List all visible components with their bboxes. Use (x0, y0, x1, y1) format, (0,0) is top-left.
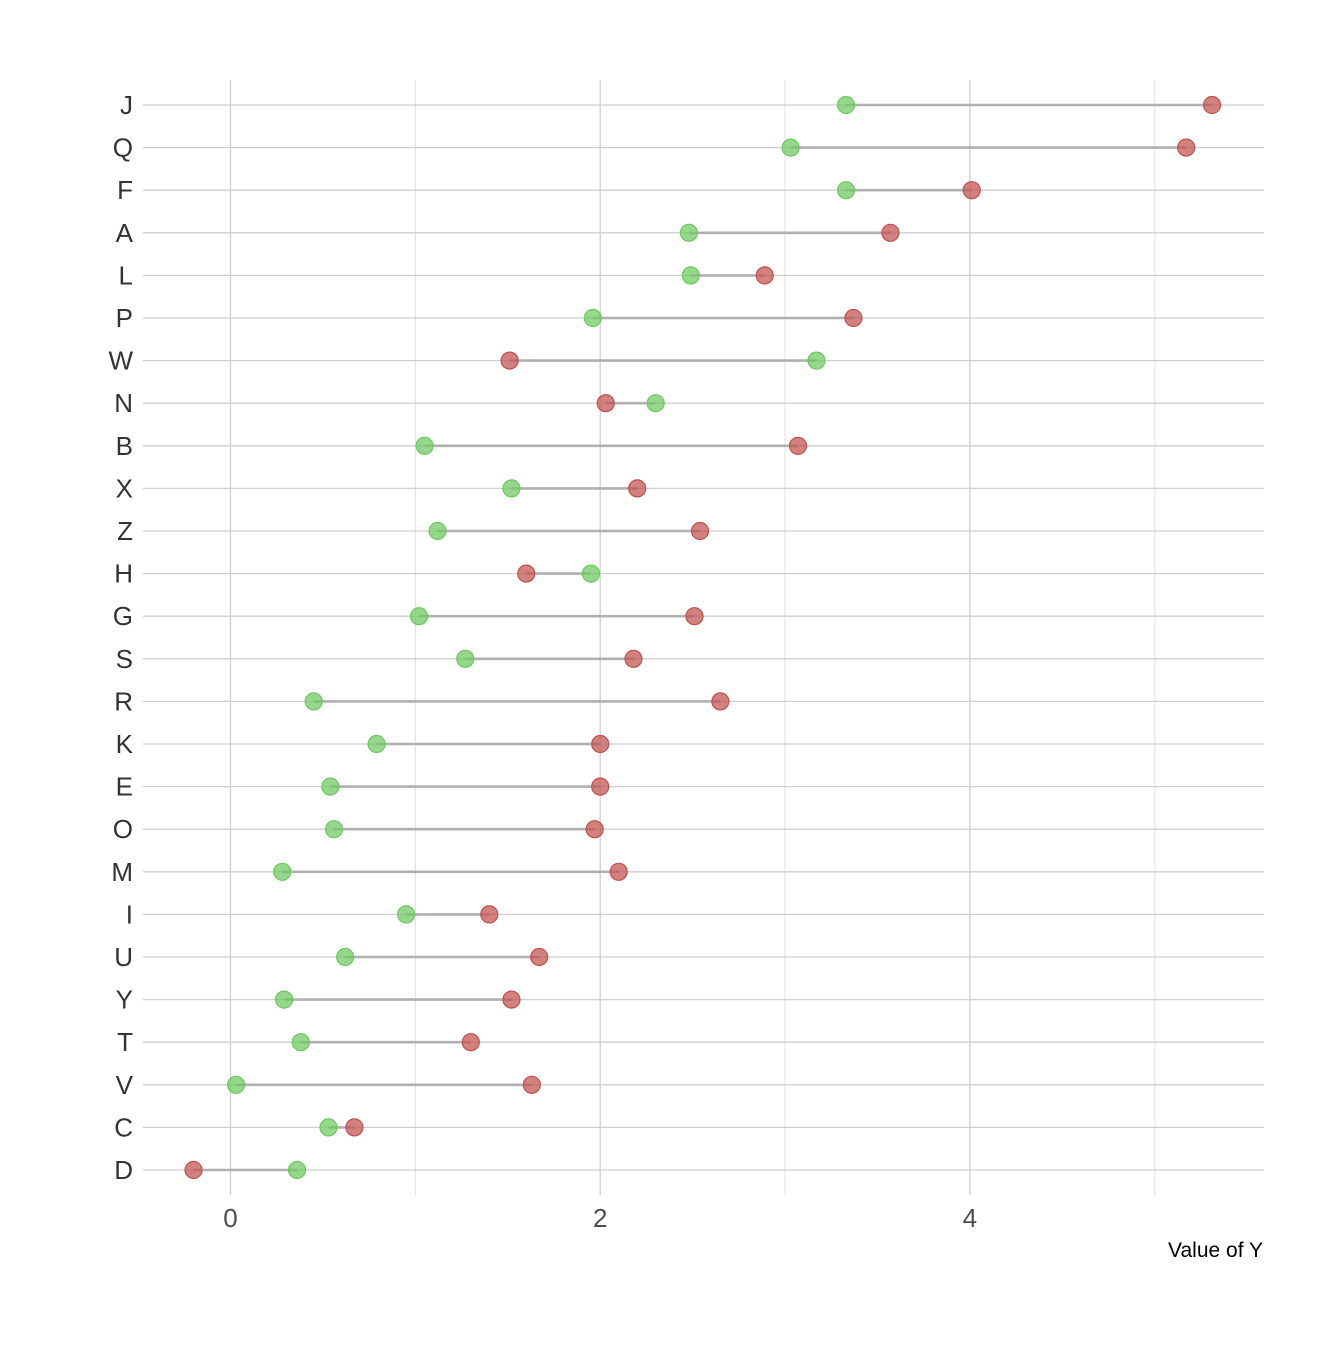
point-green-M (273, 862, 292, 881)
point-red-H (517, 564, 536, 583)
category-label-Y: Y (116, 985, 133, 1015)
category-label-W: W (108, 346, 133, 376)
category-label-I: I (126, 899, 133, 929)
point-red-J (1202, 95, 1222, 115)
category-label-V: V (116, 1070, 134, 1100)
point-red-U (530, 947, 549, 967)
point-green-C (319, 1118, 338, 1137)
x-tick-label: 4 (963, 1203, 977, 1233)
point-green-N (646, 394, 665, 413)
point-green-G (409, 607, 429, 626)
point-red-N (596, 394, 615, 413)
point-green-R (304, 692, 323, 711)
point-green-T (291, 1033, 310, 1052)
point-green-J (836, 95, 856, 115)
point-red-F (962, 181, 981, 200)
point-green-H (581, 564, 601, 583)
grid-layer (143, 80, 1264, 1195)
segment-layer (193, 103, 1213, 1172)
point-green-O (324, 820, 344, 839)
x-tick-label: 0 (223, 1203, 237, 1233)
category-label-H: H (114, 559, 133, 589)
point-red-X (628, 479, 647, 498)
category-label-N: N (114, 388, 133, 418)
point-red-K (591, 734, 610, 754)
point-green-Z (428, 521, 447, 541)
x-axis-title: Value of Y (1168, 1239, 1263, 1262)
point-green-V (226, 1075, 246, 1094)
category-label-T: T (117, 1027, 133, 1057)
point-green-B (415, 436, 434, 455)
point-red-C (345, 1118, 364, 1137)
point-red-E (591, 777, 610, 796)
point-layer (184, 95, 1222, 1180)
category-label-R: R (114, 686, 133, 716)
point-red-O (585, 820, 604, 839)
point-green-D (287, 1160, 307, 1180)
category-label-J: J (120, 90, 133, 120)
point-red-P (844, 308, 863, 328)
category-label-O: O (113, 814, 133, 844)
point-green-K (367, 734, 386, 754)
point-green-I (397, 905, 416, 924)
point-red-Q (1177, 138, 1196, 157)
point-green-L (681, 266, 700, 285)
category-label-U: U (114, 942, 133, 972)
point-red-W (500, 351, 519, 370)
category-label-B: B (116, 431, 133, 461)
category-label-P: P (116, 303, 133, 333)
point-red-T (461, 1033, 480, 1052)
category-label-L: L (119, 260, 133, 290)
point-red-R (711, 692, 730, 711)
point-green-A (679, 223, 699, 242)
x-tick-label: 2 (593, 1203, 607, 1233)
point-red-D (184, 1160, 203, 1180)
point-green-Y (275, 990, 294, 1009)
point-red-L (755, 266, 774, 285)
point-red-G (685, 607, 704, 626)
point-green-F (836, 181, 856, 200)
point-red-M (609, 862, 628, 881)
point-green-Q (781, 138, 800, 157)
point-green-P (583, 308, 602, 328)
category-label-Q: Q (113, 133, 133, 163)
category-label-D: D (114, 1155, 133, 1185)
point-green-S (456, 649, 475, 668)
category-label-F: F (117, 175, 133, 205)
category-label-K: K (116, 729, 134, 759)
point-red-S (624, 649, 643, 668)
category-label-Z: Z (117, 516, 133, 546)
point-red-Y (502, 990, 521, 1009)
point-red-V (522, 1075, 541, 1094)
category-label-E: E (116, 772, 133, 802)
point-red-A (881, 223, 900, 242)
category-label-C: C (114, 1112, 133, 1142)
point-red-I (480, 905, 499, 924)
category-label-M: M (111, 857, 133, 887)
point-red-Z (690, 521, 710, 541)
category-label-G: G (113, 601, 133, 631)
point-green-U (336, 947, 355, 967)
category-label-X: X (116, 473, 133, 503)
category-label-A: A (116, 218, 134, 248)
point-green-W (807, 351, 826, 370)
point-green-X (502, 479, 521, 498)
point-green-E (321, 777, 340, 796)
category-label-S: S (116, 644, 133, 674)
point-red-B (788, 436, 808, 455)
